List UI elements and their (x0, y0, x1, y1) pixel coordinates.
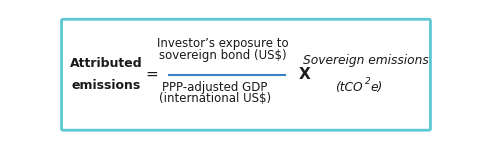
Text: Sovereign emissions: Sovereign emissions (303, 54, 429, 67)
FancyBboxPatch shape (61, 19, 431, 130)
Text: (international US$): (international US$) (159, 92, 271, 105)
Text: Investor’s exposure to: Investor’s exposure to (157, 37, 288, 50)
Text: X: X (298, 67, 310, 82)
Text: emissions: emissions (72, 79, 141, 92)
Text: 2: 2 (365, 77, 371, 86)
Text: e): e) (371, 81, 383, 94)
Text: sovereign bond (US$): sovereign bond (US$) (159, 49, 287, 62)
Text: PPP-adjusted GDP: PPP-adjusted GDP (162, 81, 268, 94)
Text: =: = (145, 67, 158, 82)
Text: Attributed: Attributed (70, 57, 143, 70)
Text: (tCO: (tCO (335, 81, 363, 94)
